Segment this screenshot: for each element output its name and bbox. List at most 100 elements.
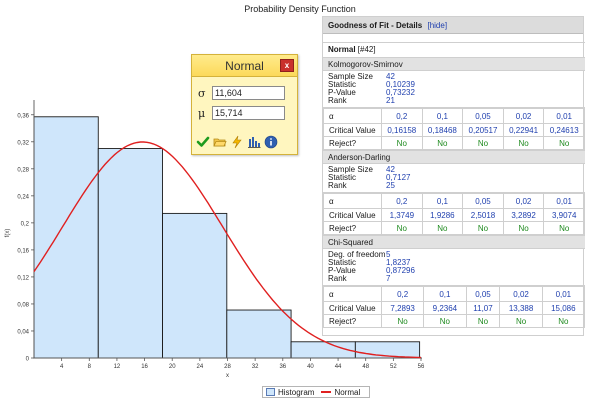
x-tick-label: 12 [114, 364, 121, 370]
reject-value: No [543, 221, 585, 235]
reject-value: No [423, 314, 467, 328]
critical-value: 0,20517 [462, 123, 504, 137]
critical-value: 11,07 [465, 301, 501, 315]
alpha-label: α [323, 286, 382, 302]
alpha-value: 0,2 [380, 286, 425, 302]
histogram-swatch [266, 388, 275, 396]
reject-value: No [462, 136, 504, 150]
reject-value: No [499, 314, 543, 328]
x-tick-label: 20 [169, 364, 176, 370]
x-tick-label: 52 [390, 364, 397, 370]
cs-section: Chi-Squared Deg. of freedom Statistic P-… [323, 235, 586, 328]
stat-label: Sample Size [328, 165, 373, 174]
distribution-section: Normal [#42] [323, 42, 585, 57]
x-tick-label: 56 [418, 364, 425, 370]
stat-value: 0,7127 [386, 173, 411, 182]
x-tick-label: 48 [362, 364, 369, 370]
dialog-toolbar [196, 135, 278, 149]
mu-row: μ [198, 106, 285, 120]
stat-label: Statistic [328, 173, 357, 182]
chart-legend: Histogram Normal [262, 386, 370, 398]
stat-label: P-Value [328, 266, 356, 275]
critical-value: 2,5018 [462, 208, 504, 222]
critical-value: 15,086 [541, 301, 586, 315]
y-tick-label: 0,36 [17, 113, 29, 119]
ks-section: Kolmogorov-Smirnov Sample Size Statistic… [323, 57, 585, 150]
y-tick-label: 0 [26, 357, 30, 363]
gof-header-title: Goodness of Fit - Details [328, 21, 423, 30]
y-axis-label: f(x) [5, 229, 11, 238]
sigma-input[interactable] [212, 86, 285, 100]
histogram-bar [162, 212, 228, 359]
lightning-icon[interactable] [230, 135, 244, 149]
stat-value: 5 [386, 250, 391, 259]
alpha-value: 0,01 [543, 193, 585, 209]
alpha-value: 0,05 [465, 286, 501, 302]
mu-input[interactable] [212, 106, 285, 120]
sigma-row: σ [198, 86, 285, 100]
stat-value: 42 [386, 165, 395, 174]
reject-label: Reject? [323, 314, 382, 328]
chart-title: Probability Density Function [244, 4, 356, 14]
critical-value: 0,16158 [381, 123, 423, 137]
stat-label: Rank [328, 96, 347, 105]
cs-title: Chi-Squared [323, 236, 585, 249]
folder-icon[interactable] [213, 135, 227, 149]
stat-label: P-Value [328, 88, 356, 97]
alpha-value: 0,02 [499, 286, 543, 302]
alpha-value: 0,1 [423, 286, 467, 302]
stat-label: Statistic [328, 258, 357, 267]
alpha-value: 0,1 [421, 108, 464, 124]
x-tick-label: 28 [224, 364, 231, 370]
reject-value: No [541, 314, 586, 328]
y-tick-label: 0,24 [17, 194, 29, 200]
y-tick-label: 0,2 [21, 221, 30, 227]
reject-label: Reject? [323, 221, 382, 235]
alpha-value: 0,05 [462, 193, 504, 209]
critical-value-label: Critical Value [323, 208, 382, 222]
check-icon[interactable] [196, 135, 210, 149]
y-tick-label: 0,08 [17, 302, 29, 308]
reject-value: No [465, 314, 501, 328]
normal-dialog: Normal x σ μ [191, 54, 298, 155]
histogram-bar [97, 148, 163, 359]
alpha-value: 0,01 [541, 286, 586, 302]
stat-value: 0,87296 [386, 266, 415, 275]
legend-normal-label: Normal [334, 387, 361, 397]
gof-header: Goodness of Fit - Details [hide] [323, 17, 583, 34]
critical-value-label: Critical Value [323, 123, 382, 137]
critical-value: 9,2364 [423, 301, 467, 315]
legend-histogram-label: Histogram [278, 387, 315, 397]
reject-label: Reject? [323, 136, 382, 150]
alpha-value: 0,2 [381, 193, 423, 209]
hide-link[interactable]: [hide] [427, 21, 448, 30]
critical-value: 3,9074 [543, 208, 585, 222]
histogram-bar [33, 116, 99, 359]
ks-title: Kolmogorov-Smirnov [323, 58, 585, 71]
ks-stats: Sample Size Statistic P-Value Rank 42 0,… [323, 71, 585, 108]
alpha-value: 0,2 [381, 108, 423, 124]
critical-value-label: Critical Value [323, 301, 382, 315]
critical-value: 7,2893 [380, 301, 425, 315]
x-tick-label: 40 [307, 364, 314, 370]
stat-label: Deg. of freedom [328, 250, 386, 259]
x-tick-label: 4 [60, 364, 64, 370]
info-icon[interactable] [264, 135, 278, 149]
alpha-value: 0,05 [462, 108, 504, 124]
close-icon[interactable]: x [280, 59, 294, 72]
critical-value: 1,9286 [421, 208, 464, 222]
stat-value: 7 [386, 274, 391, 283]
alpha-label: α [323, 193, 382, 209]
dialog-title-bar[interactable]: Normal x [192, 55, 297, 77]
y-tick-label: 0,04 [17, 329, 29, 335]
stat-value: 25 [386, 181, 395, 190]
ad-title: Anderson-Darling [323, 151, 585, 164]
reject-value: No [543, 136, 585, 150]
critical-value: 1,3749 [381, 208, 423, 222]
cs-stats: Deg. of freedom Statistic P-Value Rank 5… [323, 249, 585, 286]
x-tick-label: 24 [197, 364, 204, 370]
critical-value: 13,388 [499, 301, 543, 315]
x-tick-label: 44 [335, 364, 342, 370]
histogram-icon[interactable] [247, 135, 261, 149]
